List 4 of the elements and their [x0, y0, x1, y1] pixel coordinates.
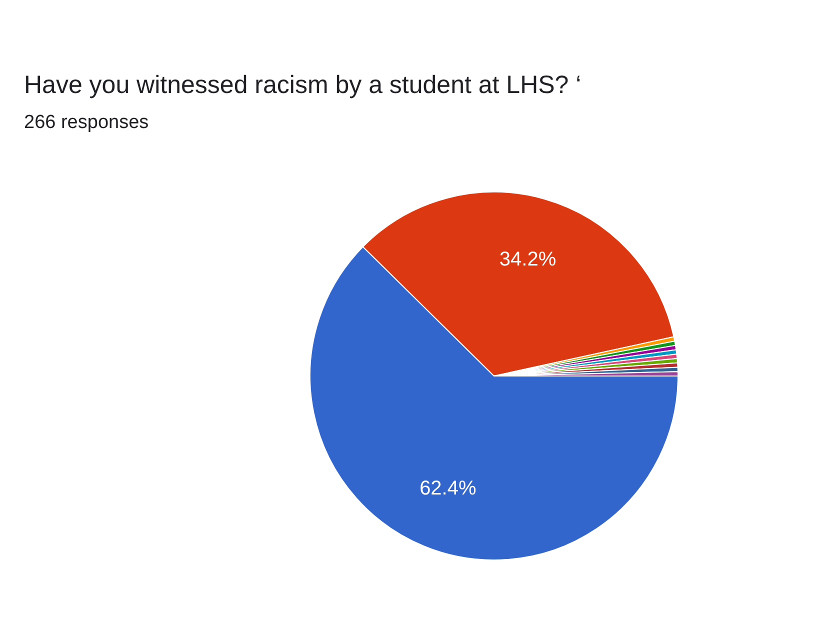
data-label: 34.2% — [499, 248, 556, 270]
text: 266 responses — [24, 112, 149, 133]
data-label: 62.4% — [420, 477, 476, 500]
chart-title: Have you witnessed racism by a student at LHS? ‘ — [24, 71, 582, 99]
